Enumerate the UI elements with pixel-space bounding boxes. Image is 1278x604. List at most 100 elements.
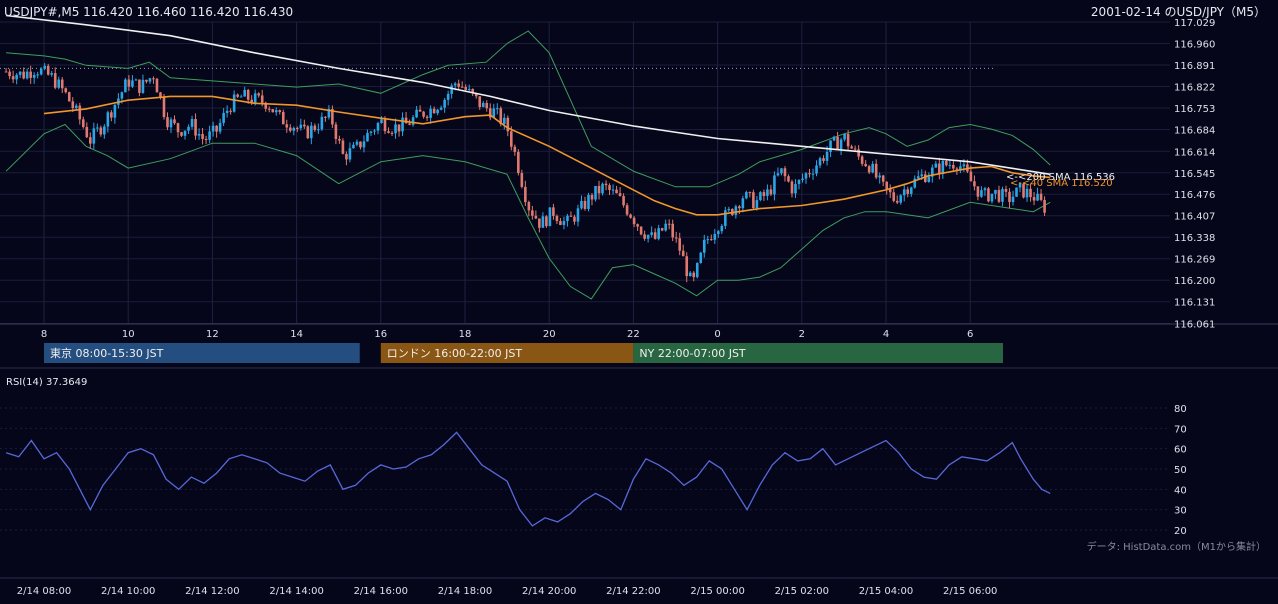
bear-candle bbox=[527, 202, 531, 211]
bear-candle bbox=[53, 73, 57, 88]
bear-candle bbox=[997, 189, 1001, 202]
bull-candle bbox=[706, 239, 710, 241]
bear-candle bbox=[836, 136, 839, 150]
bull-candle bbox=[274, 110, 278, 113]
bear-candle bbox=[945, 160, 948, 166]
bull-candle bbox=[376, 123, 380, 131]
bear-candle bbox=[531, 210, 534, 216]
bear-candle bbox=[460, 86, 464, 88]
bear-candle bbox=[685, 256, 689, 277]
bear-candle bbox=[1029, 188, 1032, 198]
bear-candle bbox=[769, 189, 773, 195]
bear-candle bbox=[545, 216, 548, 227]
bull-candle bbox=[990, 193, 994, 202]
bull-candle bbox=[352, 144, 355, 149]
bull-candle bbox=[218, 122, 222, 132]
bear-candle bbox=[215, 125, 218, 132]
bear-candle bbox=[387, 131, 390, 133]
bear-candle bbox=[892, 192, 896, 201]
bear-candle bbox=[471, 88, 475, 94]
bull-candle bbox=[197, 134, 201, 136]
bear-candle bbox=[485, 102, 489, 109]
bull-candle bbox=[39, 68, 43, 75]
bull-candle bbox=[601, 183, 604, 194]
price-tick-label: 116.684 bbox=[1174, 125, 1215, 136]
price-tick-label: 116.753 bbox=[1174, 104, 1215, 115]
bull-candle bbox=[429, 108, 432, 118]
hour-tick-label: 4 bbox=[883, 329, 889, 340]
bear-candle bbox=[569, 215, 573, 217]
rsi-tick-label: 40 bbox=[1174, 485, 1187, 496]
bull-candle bbox=[794, 184, 797, 194]
sma200-line bbox=[6, 14, 1051, 176]
bear-candle bbox=[359, 141, 362, 148]
rsi-tick-label: 30 bbox=[1174, 506, 1187, 517]
time-tick-label: 2/14 12:00 bbox=[185, 586, 239, 597]
bull-candle bbox=[580, 200, 583, 209]
bull-candle bbox=[239, 96, 243, 98]
bear-candle bbox=[625, 205, 629, 215]
bear-candle bbox=[643, 234, 646, 239]
bull-candle bbox=[980, 190, 983, 197]
bear-candle bbox=[597, 185, 601, 194]
bull-candle bbox=[124, 79, 127, 93]
bear-candle bbox=[341, 140, 345, 154]
bear-candle bbox=[257, 93, 261, 96]
bear-candle bbox=[138, 79, 141, 93]
grid-layer bbox=[0, 21, 1278, 579]
bear-candle bbox=[559, 221, 562, 225]
bear-candle bbox=[692, 272, 696, 278]
bull-candle bbox=[415, 109, 418, 118]
bear-candle bbox=[748, 192, 752, 194]
bear-candle bbox=[64, 88, 68, 93]
bull-candle bbox=[983, 188, 987, 191]
bull-candle bbox=[401, 117, 404, 132]
bull-candle bbox=[734, 206, 738, 215]
bear-candle bbox=[408, 123, 411, 125]
bear-candle bbox=[604, 183, 608, 186]
bear-candle bbox=[906, 189, 910, 194]
bull-candle bbox=[211, 125, 215, 132]
rsi-tick-label: 20 bbox=[1174, 526, 1187, 537]
price-tick-label: 116.269 bbox=[1174, 255, 1215, 266]
bear-candle bbox=[22, 71, 25, 79]
sma40-annotation: <-<40 SMA 116.520 bbox=[1010, 178, 1113, 189]
bear-candle bbox=[955, 168, 959, 170]
bull-candle bbox=[797, 179, 801, 185]
hour-tick-label: 18 bbox=[459, 329, 472, 340]
bear-candle bbox=[629, 214, 632, 218]
bear-candle bbox=[787, 176, 790, 182]
bear-candle bbox=[808, 173, 811, 175]
bull-candle bbox=[481, 102, 485, 108]
bear-candle bbox=[1032, 197, 1036, 201]
bollinger-layer bbox=[5, 30, 1051, 300]
bear-candle bbox=[296, 127, 299, 129]
bull-candle bbox=[148, 78, 152, 82]
session-layer: 東京 08:00-15:30 JST ロンドン 16:00-22:00 JST NY… bbox=[44, 343, 1003, 363]
time-tick-label: 2/14 16:00 bbox=[354, 586, 408, 597]
price-tick-label: 116.891 bbox=[1174, 61, 1215, 72]
bull-candle bbox=[232, 94, 236, 112]
hour-tick-label: 6 bbox=[967, 329, 973, 340]
bear-candle bbox=[331, 108, 334, 125]
bull-candle bbox=[96, 127, 99, 129]
price-tick-label: 116.614 bbox=[1174, 147, 1215, 158]
bear-candle bbox=[176, 123, 180, 133]
bear-candle bbox=[67, 92, 71, 102]
bull-candle bbox=[502, 117, 506, 125]
bear-candle bbox=[397, 124, 401, 132]
bull-candle bbox=[492, 108, 496, 118]
time-tick-label: 2/15 00:00 bbox=[690, 586, 744, 597]
time-tick-label: 2/15 02:00 bbox=[775, 586, 829, 597]
bear-candle bbox=[660, 228, 664, 231]
bull-candle bbox=[657, 228, 660, 239]
hour-tick-label: 20 bbox=[543, 329, 556, 340]
bear-candle bbox=[752, 192, 755, 209]
bear-candle bbox=[885, 181, 889, 189]
price-tick-label: 116.407 bbox=[1174, 212, 1215, 223]
bull-candle bbox=[15, 74, 18, 80]
bear-candle bbox=[888, 188, 892, 193]
bull-candle bbox=[1036, 193, 1039, 201]
bull-candle bbox=[106, 112, 110, 127]
